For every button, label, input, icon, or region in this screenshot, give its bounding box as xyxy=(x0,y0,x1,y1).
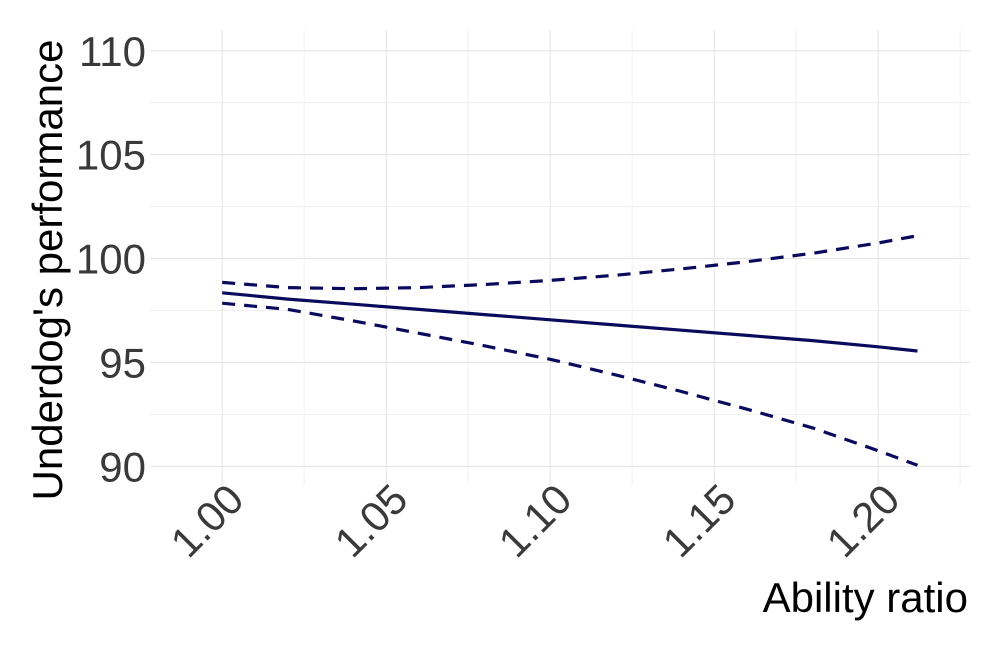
x-tick-label: 1.20 xyxy=(817,475,908,566)
confidence-band-line xyxy=(222,234,918,291)
y-tick-label: 95 xyxy=(99,339,146,386)
x-tick-label: 1.10 xyxy=(489,475,580,566)
estimate-line xyxy=(222,291,918,353)
series-layer xyxy=(222,234,919,467)
x-axis-title: Ability ratio xyxy=(763,574,968,621)
x-tick-labels: 1.00 1.05 1.10 1.15 1.20 xyxy=(161,475,908,566)
y-tick-label: 105 xyxy=(76,132,146,179)
grid xyxy=(150,30,970,485)
y-tick-label: 110 xyxy=(79,28,146,75)
x-tick-label: 1.15 xyxy=(653,475,744,566)
confidence-band-line xyxy=(222,301,919,467)
x-tick-label: 1.00 xyxy=(161,475,252,566)
y-tick-labels: 90 95 100 105 110 xyxy=(76,28,146,491)
x-tick-label: 1.05 xyxy=(325,475,416,566)
y-tick-label: 90 xyxy=(99,443,146,490)
y-tick-label: 100 xyxy=(76,236,146,283)
y-axis-title: Underdog's performance xyxy=(24,40,71,501)
